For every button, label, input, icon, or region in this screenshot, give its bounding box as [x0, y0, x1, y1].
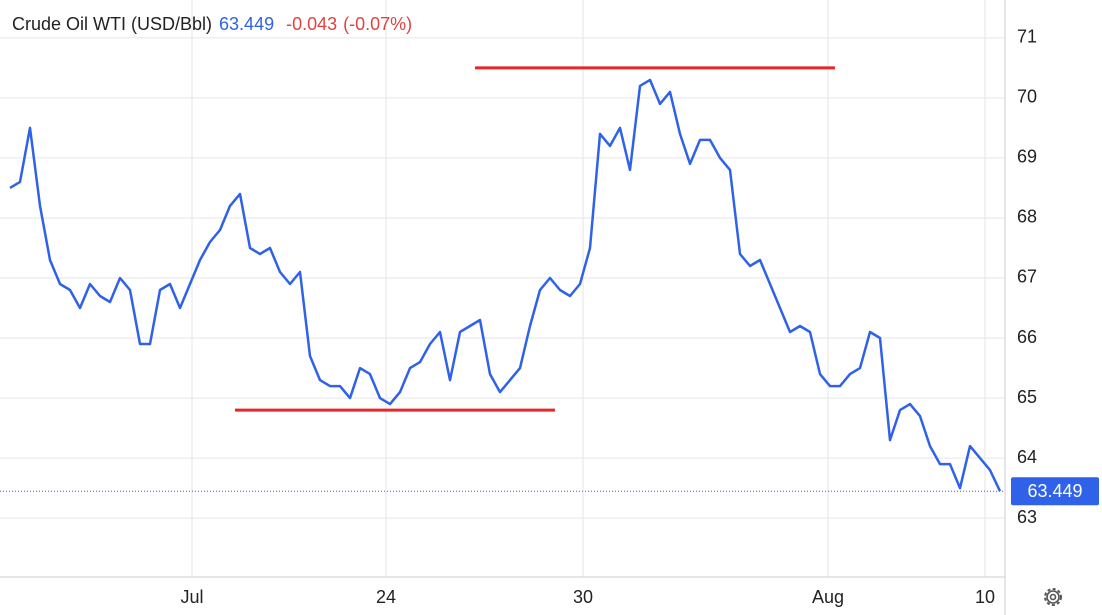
gear-ring	[1046, 590, 1060, 604]
y-tick-label: 69	[1017, 147, 1037, 167]
gear-hole	[1049, 593, 1057, 601]
y-tick-label: 63	[1017, 507, 1037, 527]
x-tick-label: 30	[573, 587, 593, 607]
y-tick-label: 66	[1017, 327, 1037, 347]
price-change: -0.043	[286, 14, 337, 34]
y-tick-label: 70	[1017, 87, 1037, 107]
y-tick-label: 71	[1017, 27, 1037, 47]
x-tick-label: 10	[975, 587, 995, 607]
y-tick-label: 64	[1017, 447, 1037, 467]
y-tick-label: 67	[1017, 267, 1037, 287]
plot-front: 63.449	[0, 66, 1099, 506]
price-line	[9, 78, 1002, 492]
settings-icon[interactable]	[1044, 588, 1062, 606]
gear-outer	[1044, 588, 1062, 606]
last-price-label: 63.449	[1027, 481, 1082, 501]
x-tick-label: Aug	[812, 587, 844, 607]
plot	[0, 0, 1006, 615]
x-tick-label: 24	[376, 587, 396, 607]
x-tick-label: Jul	[180, 587, 203, 607]
last-price: 63.449	[219, 14, 274, 34]
price-change-percent: (-0.07%)	[343, 14, 412, 34]
y-tick-label: 68	[1017, 207, 1037, 227]
chart-title: Crude Oil WTI (USD/Bbl)	[12, 14, 212, 34]
last-price-box	[1011, 477, 1099, 506]
y-tick-label: 65	[1017, 387, 1037, 407]
